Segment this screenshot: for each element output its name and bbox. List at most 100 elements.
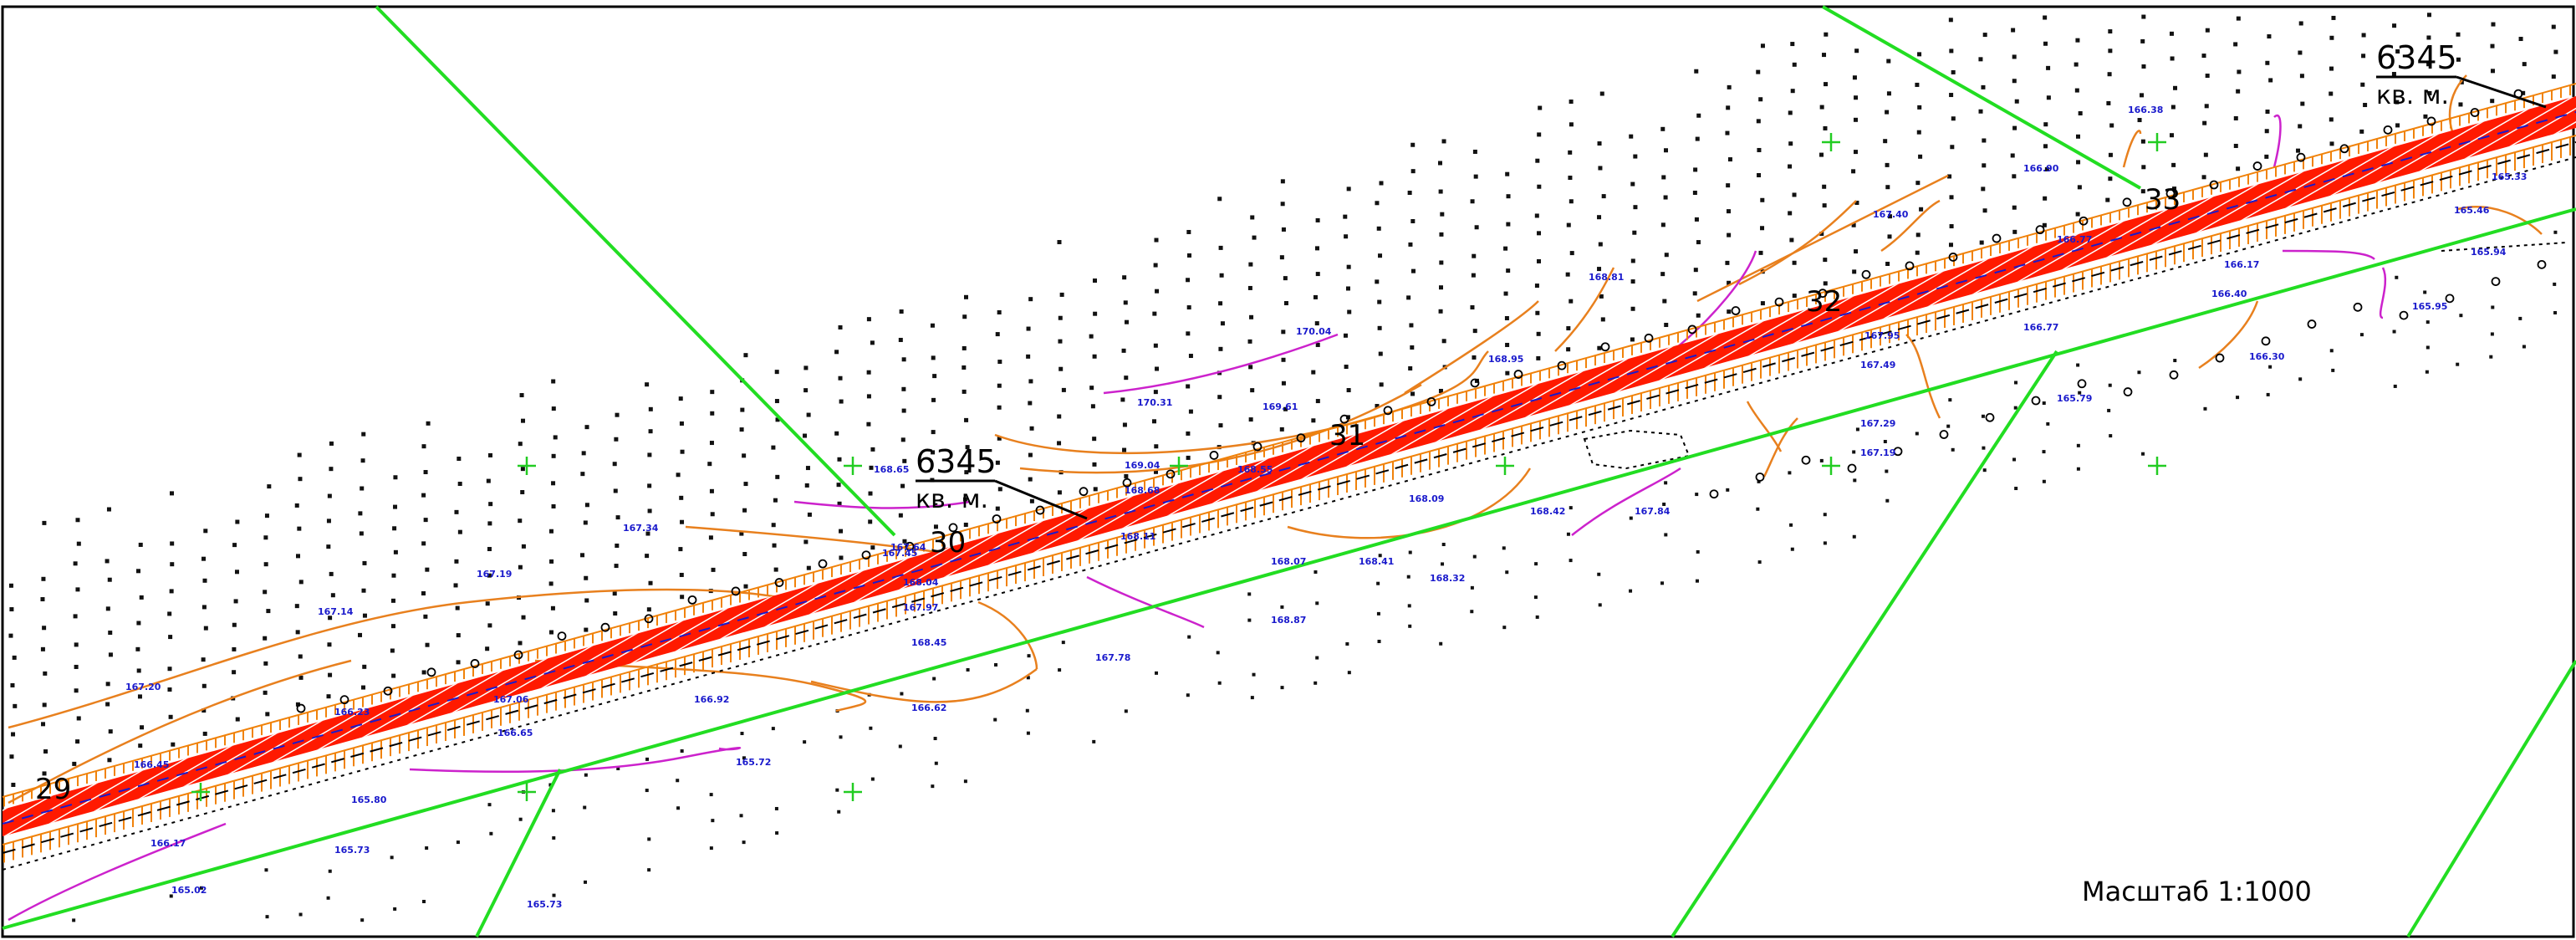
contour-line [1905,334,1941,419]
vegetation-dot [13,703,18,708]
vegetation-dot [1315,399,1320,404]
vegetation-dot [739,814,743,818]
vegetation-dot [298,477,303,482]
station-label: 32 [1806,285,1842,319]
vegetation-dot [488,502,493,507]
vegetation-dot [2551,74,2556,79]
vegetation-dot [330,593,335,598]
vegetation-dot [2361,33,2366,38]
vegetation-dot [1248,365,1253,370]
vegetation-dot [2014,381,2018,385]
vegetation-dot [1694,217,1699,222]
vegetation-dot [1660,126,1665,131]
vegetation-dot [1597,572,1601,576]
vegetation-dot [1026,354,1031,359]
vegetation-dot [1885,498,1890,503]
vegetation-dot [421,541,426,546]
vegetation-dot [298,912,303,917]
vegetation-dot [1824,82,1829,87]
vegetation-dot [360,458,365,463]
vegetation-dot [1314,681,1318,685]
vegetation-dot [775,474,780,479]
vegetation-dot [997,360,1002,365]
vegetation-dot [1948,18,1953,23]
vegetation-dot [2012,79,2017,84]
vegetation-dot [1790,89,1795,94]
boundary-lines [2,5,2576,938]
vegetation-dot [2043,41,2048,46]
vegetation-dot [2108,49,2113,54]
station-label: 30 [930,526,966,559]
vegetation-dot [2011,28,2016,33]
vegetation-dot [1885,162,1890,167]
vegetation-dot [1247,339,1252,344]
elevation-label: 166.92 [694,694,729,705]
vegetation-dot [1566,532,1570,536]
vegetation-dot [1028,401,1033,406]
elevation-label: 166.17 [150,838,186,849]
vegetation-dot [1379,382,1384,387]
vegetation-dot [1883,440,1887,444]
vegetation-dot [421,444,426,449]
vegetation-dot [1474,225,1479,230]
vegetation-dot [612,462,617,467]
vegetation-dot [362,613,367,618]
vegetation-dot [1218,301,1223,306]
station-label: 33 [2145,183,2181,217]
vegetation-dot [963,294,968,299]
vegetation-dot [1981,414,1985,418]
vegetation-dot [2042,479,2046,483]
vegetation-dot [425,846,429,851]
vegetation-dot [2203,406,2207,411]
elevation-label: 166.90 [2023,163,2059,174]
vegetation-dot [1061,641,1065,645]
vegetation-dot [839,529,844,534]
elevation-label: 167.95 [1864,330,1900,341]
vegetation-dot [201,657,206,662]
vegetation-dot [327,493,332,498]
vegetation-dot [232,646,237,651]
vegetation-dot [518,442,523,447]
vegetation-dot [1470,199,1475,204]
vegetation-dot [584,627,589,632]
vegetation-dot [1409,323,1414,328]
vegetation-dot [457,482,462,487]
vegetation-dot [583,520,588,525]
survey-point [2307,319,2317,329]
survey-point [2383,125,2393,135]
vegetation-dot [1726,105,1731,110]
vegetation-dot [2393,384,2397,388]
vegetation-dot [1123,300,1128,305]
vegetation-dot [962,497,967,502]
vegetation-dot [1981,186,1986,192]
vegetation-dot [1121,348,1126,353]
vegetation-dot [1788,110,1793,115]
vegetation-dot [869,726,873,730]
vegetation-dot [2137,118,2142,123]
vegetation-dot [2014,99,2019,104]
vegetation-dot [932,374,937,379]
vegetation-dot [456,633,461,638]
vegetation-dot [487,452,492,457]
vegetation-dot [108,652,113,657]
vegetation-dot [1154,238,1159,243]
vegetation-dot [1247,285,1252,290]
vegetation-dot [933,737,937,741]
vegetation-dot [2236,89,2241,94]
vegetation-dot [1569,251,1574,256]
vegetation-dot [43,749,48,754]
vegetation-dot [771,727,775,731]
vegetation-dot [898,513,903,518]
elevation-label: 168.55 [1237,464,1273,475]
vegetation-dot [931,430,936,435]
vegetation-dot [10,682,15,687]
vegetation-dot [1661,175,1666,180]
elevation-label: 165.73 [527,899,562,910]
vegetation-dot [108,631,113,636]
vegetation-dot [43,671,48,676]
vegetation-dot [1252,672,1256,677]
vegetation-dot [2395,100,2400,105]
vegetation-dot [8,633,13,638]
vegetation-dot [2043,122,2048,127]
vegetation-dot [679,572,684,577]
